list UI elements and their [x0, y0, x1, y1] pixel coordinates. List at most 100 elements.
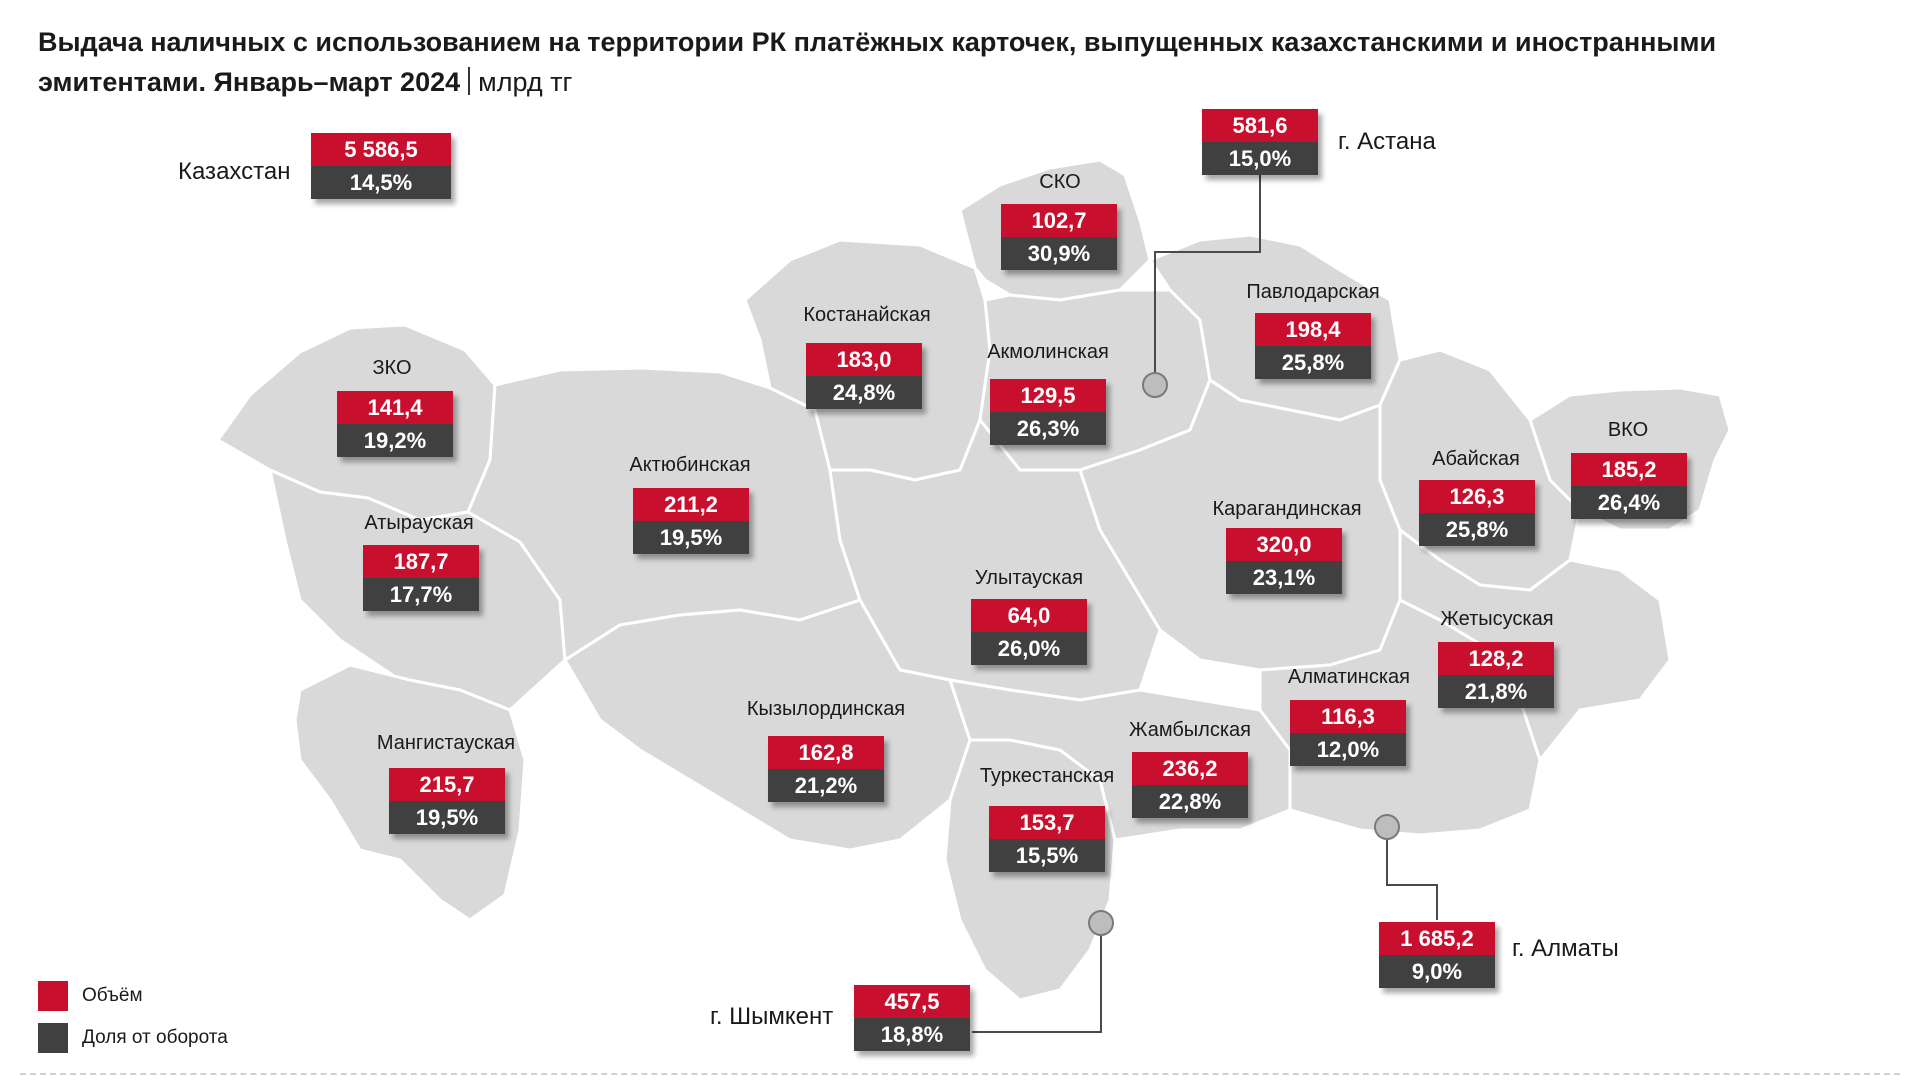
region-share-turkestan: 15,5% [989, 839, 1105, 872]
region-card-zko: 141,4 19,2% [337, 391, 453, 457]
title-unit: млрд тг [478, 67, 573, 97]
region-share-ulytau: 26,0% [971, 632, 1087, 665]
region-volume-zko: 141,4 [337, 391, 453, 424]
region-label-turkestan: Туркестанская [979, 765, 1115, 787]
region-share-pavlodar: 25,8% [1255, 346, 1371, 379]
region-volume-atyrau: 187,7 [363, 545, 479, 578]
region-volume-akmola: 129,5 [990, 379, 1106, 412]
region-share-sko: 30,9% [1001, 237, 1117, 270]
region-volume-sko: 102,7 [1001, 204, 1117, 237]
legend-item-volume: Объём [38, 981, 143, 1011]
city-label-shymkent: г. Шымкент [710, 1003, 834, 1030]
astana-pin-icon [1142, 372, 1168, 398]
title-main: Выдача наличных с использованием на терр… [38, 27, 1717, 97]
bottom-divider [20, 1073, 1900, 1075]
almaty-pin-icon [1374, 814, 1400, 840]
region-volume-kyzylorda: 162,8 [768, 736, 884, 769]
region-label-vko: ВКО [1607, 419, 1649, 441]
city-card-almaty: 1 685,2 9,0% [1379, 922, 1495, 988]
legend-label-share: Доля от оборота [82, 1027, 228, 1048]
region-share-kyzylorda: 21,2% [768, 769, 884, 802]
region-volume-zhambyl: 236,2 [1132, 752, 1248, 785]
city-volume-almaty: 1 685,2 [1379, 922, 1495, 955]
city-label-almaty: г. Алматы [1512, 935, 1619, 962]
region-volume-mangystau: 215,7 [389, 768, 505, 801]
region-label-abai: Абайская [1432, 448, 1520, 470]
region-share-karaganda: 23,1% [1226, 561, 1342, 594]
region-card-kostanay: 183,0 24,8% [806, 343, 922, 409]
region-volume-pavlodar: 198,4 [1255, 313, 1371, 346]
region-card-sko: 102,7 30,9% [1001, 204, 1117, 270]
region-volume-zhetysu: 128,2 [1438, 642, 1554, 675]
city-card-shymkent: 457,5 18,8% [854, 985, 970, 1051]
leader-shymkent [972, 923, 1102, 1033]
region-share-kostanay: 24,8% [806, 376, 922, 409]
region-volume-vko: 185,2 [1571, 453, 1687, 486]
leaders-layer [972, 170, 1438, 1033]
region-card-kyzylorda: 162,8 21,2% [768, 736, 884, 802]
region-share-atyrau: 17,7% [363, 578, 479, 611]
region-share-aktobe: 19,5% [633, 521, 749, 554]
region-share-abai: 25,8% [1419, 513, 1535, 546]
region-label-atyrau: Атырауская [364, 512, 474, 534]
national-volume: 5 586,5 [311, 133, 451, 166]
city-card-astana: 581,6 15,0% [1202, 109, 1318, 175]
region-volume-karaganda: 320,0 [1226, 528, 1342, 561]
region-share-vko: 26,4% [1571, 486, 1687, 519]
region-card-ulytau: 64,0 26,0% [971, 599, 1087, 665]
city-label-astana: г. Астана [1338, 128, 1436, 155]
city-share-almaty: 9,0% [1379, 955, 1495, 988]
region-label-akmola: Акмолинская [987, 341, 1109, 363]
region-card-pavlodar: 198,4 25,8% [1255, 313, 1371, 379]
region-card-zhetysu: 128,2 21,8% [1438, 642, 1554, 708]
region-card-karaganda: 320,0 23,1% [1226, 528, 1342, 594]
region-card-mangystau: 215,7 19,5% [389, 768, 505, 834]
leader-astana [1154, 170, 1261, 385]
region-card-aktobe: 211,2 19,5% [633, 488, 749, 554]
region-volume-kostanay: 183,0 [806, 343, 922, 376]
region-card-turkestan: 153,7 15,5% [989, 806, 1105, 872]
region-label-aktobe: Актюбинская [629, 454, 751, 476]
region-label-mangystau: Мангистауская [376, 732, 516, 754]
region-card-akmola: 129,5 26,3% [990, 379, 1106, 445]
region-card-vko: 185,2 26,4% [1571, 453, 1687, 519]
city-volume-astana: 581,6 [1202, 109, 1318, 142]
region-volume-ulytau: 64,0 [971, 599, 1087, 632]
national-card: 5 586,5 14,5% [311, 133, 451, 199]
region-label-kyzylorda: Кызылординская [746, 698, 906, 720]
region-card-atyrau: 187,7 17,7% [363, 545, 479, 611]
city-share-shymkent: 18,8% [854, 1018, 970, 1051]
title-separator [468, 67, 471, 95]
region-share-zko: 19,2% [337, 424, 453, 457]
region-card-almaty-region: 116,3 12,0% [1290, 700, 1406, 766]
leader-almaty [1386, 827, 1438, 920]
legend-swatch-share [38, 1023, 68, 1053]
shymkent-pin-icon [1088, 910, 1114, 936]
region-label-almaty-region: Алматинская [1288, 666, 1410, 688]
region-share-mangystau: 19,5% [389, 801, 505, 834]
region-volume-abai: 126,3 [1419, 480, 1535, 513]
city-volume-shymkent: 457,5 [854, 985, 970, 1018]
national-label: Казахстан [178, 158, 291, 185]
city-share-astana: 15,0% [1202, 142, 1318, 175]
region-label-pavlodar: Павлодарская [1246, 281, 1380, 303]
region-label-zhambyl: Жамбылская [1129, 719, 1251, 741]
national-share: 14,5% [311, 166, 451, 199]
region-share-zhambyl: 22,8% [1132, 785, 1248, 818]
legend-swatch-volume [38, 981, 68, 1011]
region-label-zhetysu: Жетысуская [1440, 608, 1554, 630]
region-label-kostanay: Костанайская [803, 304, 931, 326]
region-label-karaganda: Карагандинская [1212, 498, 1362, 520]
region-label-sko: СКО [1039, 171, 1081, 193]
legend-label-volume: Объём [82, 985, 143, 1006]
region-share-zhetysu: 21,8% [1438, 675, 1554, 708]
region-card-zhambyl: 236,2 22,8% [1132, 752, 1248, 818]
region-volume-almaty-region: 116,3 [1290, 700, 1406, 733]
legend-item-share: Доля от оборота [38, 1023, 228, 1053]
chart-title: Выдача наличных с использованием на терр… [38, 22, 1858, 102]
region-share-almaty-region: 12,0% [1290, 733, 1406, 766]
region-share-akmola: 26,3% [990, 412, 1106, 445]
region-card-abai: 126,3 25,8% [1419, 480, 1535, 546]
region-label-ulytau: Улытауская [974, 567, 1084, 589]
region-volume-turkestan: 153,7 [989, 806, 1105, 839]
